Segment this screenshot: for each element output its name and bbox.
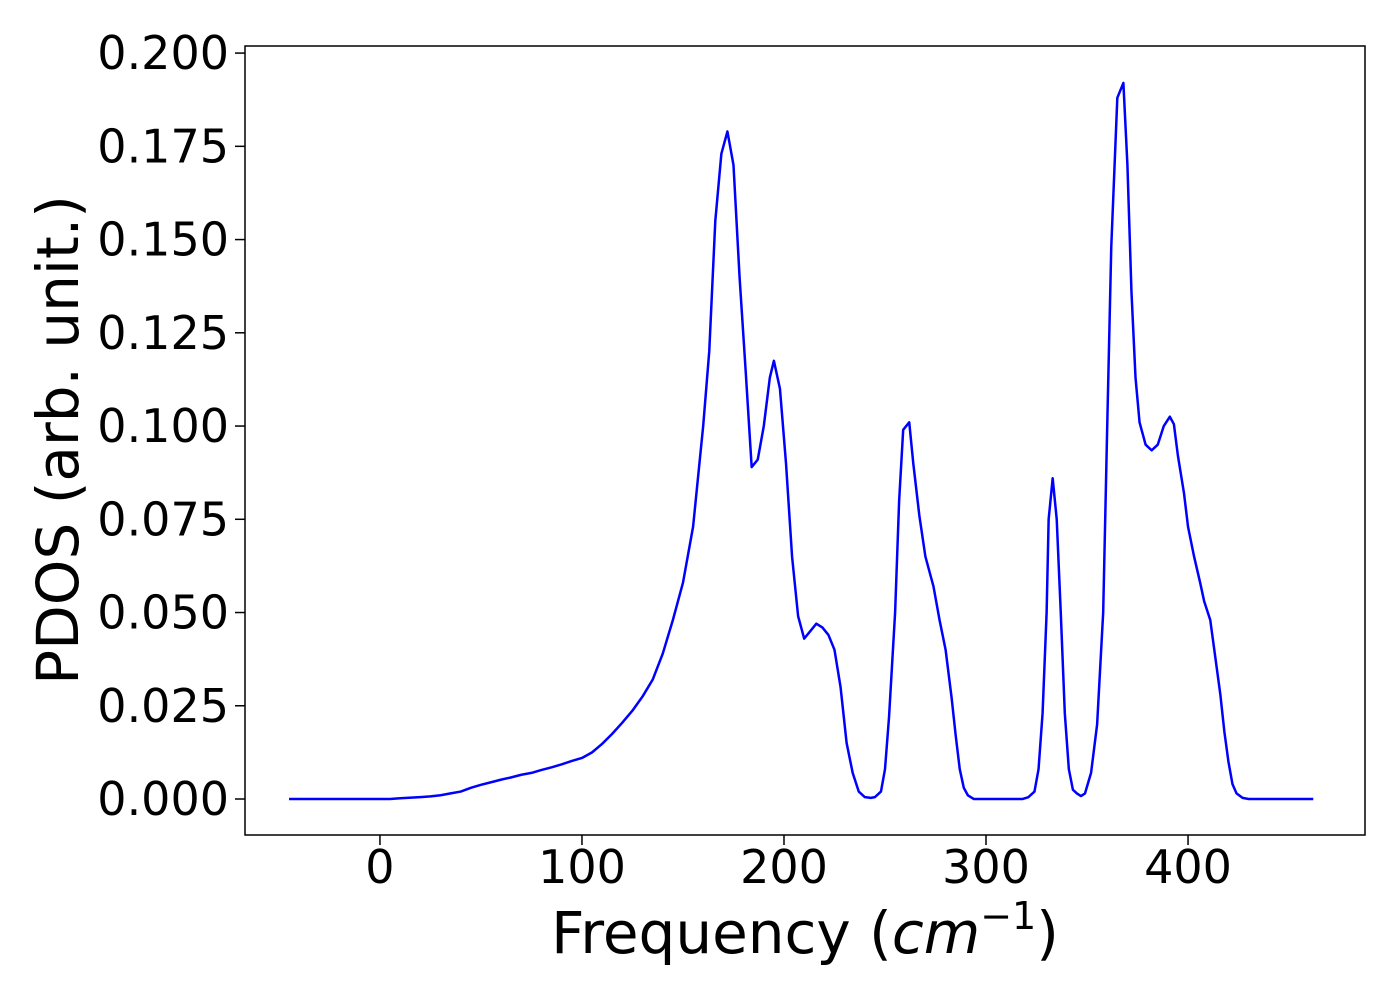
y-tick-label: 0.025	[97, 679, 229, 733]
y-tick-label: 0.200	[97, 26, 229, 80]
x-tick-label: 200	[740, 840, 828, 894]
y-tick-label: 0.000	[97, 772, 229, 826]
y-tick-label: 0.050	[97, 586, 229, 640]
plot-frame	[244, 45, 1366, 836]
y-tick-label: 0.125	[97, 306, 229, 360]
x-axis-label: Frequency (cm−1)	[551, 894, 1059, 967]
y-tick-label: 0.075	[97, 492, 229, 546]
y-tick-label: 0.100	[97, 399, 229, 453]
y-tick-label: 0.150	[97, 213, 229, 267]
x-tick-label: 400	[1144, 840, 1232, 894]
y-tick-label: 0.175	[97, 119, 229, 173]
line-series	[289, 81, 1314, 801]
y-axis-label: PDOS (arb. unit.)	[24, 195, 92, 685]
x-tick-label: 300	[942, 840, 1030, 894]
x-tick-label: 100	[538, 840, 626, 894]
x-tick-label: 0	[365, 840, 394, 894]
